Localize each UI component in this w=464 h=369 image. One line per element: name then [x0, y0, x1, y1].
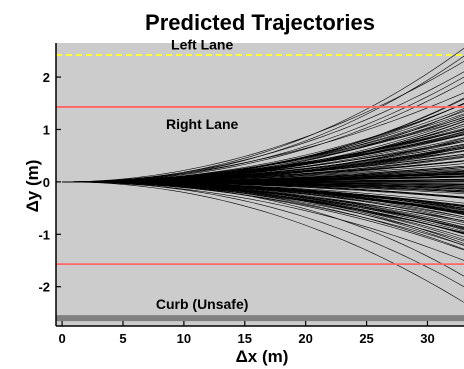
reference-lines	[56, 54, 464, 322]
trajectory-line	[62, 172, 464, 183]
y-tick-label: 1	[43, 122, 50, 137]
y-tick-label: -2	[38, 280, 50, 295]
annotation-label: Left Lane	[171, 37, 233, 53]
x-tick-label: 0	[58, 331, 65, 346]
trajectory-line	[62, 181, 464, 287]
y-axis-label: Δy (m)	[23, 160, 42, 213]
annotation-label: Curb (Unsafe)	[156, 296, 249, 312]
chart-title: Predicted Trajectories	[145, 10, 375, 35]
trajectory-lines	[62, 47, 464, 303]
trajectory-line	[62, 181, 464, 242]
annotations: Left Lane Right Lane Curb (Unsafe)	[156, 37, 249, 312]
y-tick-label: 2	[43, 70, 50, 85]
trajectory-line	[62, 61, 464, 183]
x-axis-label: Δx (m)	[236, 347, 289, 366]
annotation-label: Right Lane	[166, 116, 239, 132]
trajectory-line	[62, 153, 464, 183]
x-axis-ticks: 0 5 10 15 20 25 30	[58, 321, 435, 346]
y-tick-label: 0	[43, 175, 50, 190]
y-axis-ticks: -2 -1 0 1 2	[38, 70, 61, 295]
trajectory-line	[62, 129, 464, 183]
y-tick-label: -1	[38, 227, 50, 242]
trajectory-line	[62, 181, 464, 246]
trajectory-line	[62, 181, 464, 218]
trajectory-line	[62, 92, 464, 183]
x-tick-label: 25	[359, 331, 373, 346]
x-tick-label: 5	[119, 331, 126, 346]
x-tick-label: 30	[420, 331, 434, 346]
x-tick-label: 15	[238, 331, 252, 346]
x-tick-label: 20	[298, 331, 312, 346]
x-tick-label: 10	[177, 331, 191, 346]
